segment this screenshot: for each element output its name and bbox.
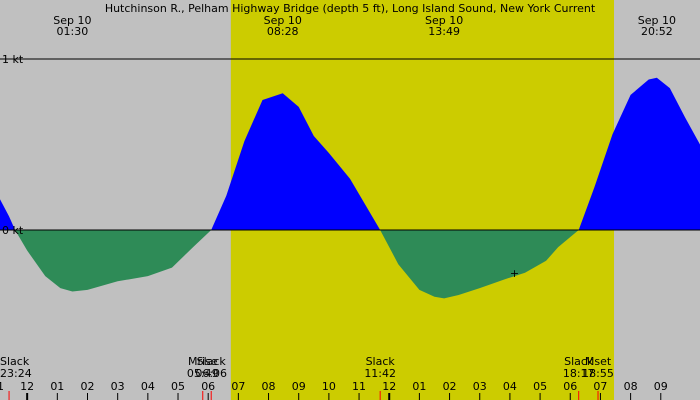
hour-tick-label: 11 bbox=[352, 380, 366, 393]
flood-current-area bbox=[0, 77, 700, 230]
hour-tick-label: 05 bbox=[533, 380, 547, 393]
peak-time-label: 01:30 bbox=[57, 25, 89, 38]
event-name-label: Mrise bbox=[188, 355, 218, 368]
event-name-label: Slack bbox=[564, 355, 594, 368]
hour-tick-label: 12 bbox=[382, 380, 396, 393]
hour-tick-label: 05 bbox=[171, 380, 185, 393]
event-time-label: 11:42 bbox=[364, 367, 396, 380]
hour-tick-label: 07 bbox=[231, 380, 245, 393]
hour-tick-label: 09 bbox=[292, 380, 306, 393]
ebb-current-area bbox=[0, 230, 700, 299]
hour-tick-label: 06 bbox=[201, 380, 215, 393]
event-time-label: 23:24 bbox=[0, 367, 32, 380]
hour-tick-label: 04 bbox=[503, 380, 517, 393]
y-tick-label: 1 kt bbox=[2, 53, 24, 66]
event-time-label: 18:17 bbox=[563, 367, 595, 380]
event-time-label: 05:49 bbox=[187, 367, 219, 380]
axis-layer bbox=[0, 58, 700, 400]
hour-tick-label: 07 bbox=[593, 380, 607, 393]
hour-tick-label: 01 bbox=[50, 380, 64, 393]
peak-date-label: Sep 10 bbox=[425, 14, 463, 27]
hour-tick-label: 06 bbox=[563, 380, 577, 393]
hour-tick-label: 04 bbox=[141, 380, 155, 393]
hour-tick-label: 08 bbox=[624, 380, 638, 393]
event-name-label: Slack bbox=[0, 355, 30, 368]
hour-tick-label: 12 bbox=[20, 380, 34, 393]
event-name-label: Slack bbox=[366, 355, 396, 368]
hour-tick-label: 03 bbox=[473, 380, 487, 393]
peak-date-label: Sep 10 bbox=[264, 14, 302, 27]
peak-time-label: 20:52 bbox=[641, 25, 673, 38]
chart-title: Hutchinson R., Pelham Highway Bridge (de… bbox=[105, 2, 596, 15]
hour-tick-label: 11 bbox=[0, 380, 4, 393]
label-layer: Hutchinson R., Pelham Highway Bridge (de… bbox=[0, 2, 676, 393]
hour-tick-label: 03 bbox=[111, 380, 125, 393]
y-tick-label: 0 kt bbox=[2, 224, 24, 237]
event-time-label: 06:06 bbox=[195, 367, 227, 380]
hour-tick-label: 10 bbox=[322, 380, 336, 393]
peak-date-label: Sep 10 bbox=[53, 14, 91, 27]
peak-date-label: Sep 10 bbox=[638, 14, 676, 27]
event-name-label: Slack bbox=[197, 355, 227, 368]
hour-tick-label: 01 bbox=[412, 380, 426, 393]
hour-tick-label: 02 bbox=[81, 380, 95, 393]
hour-tick-label: 08 bbox=[262, 380, 276, 393]
hour-tick-label: 02 bbox=[443, 380, 457, 393]
current-area-layer bbox=[0, 77, 700, 299]
event-time-label: 18:55 bbox=[582, 367, 614, 380]
cursor-marker: + bbox=[510, 267, 519, 280]
event-name-label: Mset bbox=[585, 355, 612, 368]
peak-time-label: 08:28 bbox=[267, 25, 299, 38]
hour-tick-label: 09 bbox=[654, 380, 668, 393]
peak-time-label: 13:49 bbox=[428, 25, 460, 38]
